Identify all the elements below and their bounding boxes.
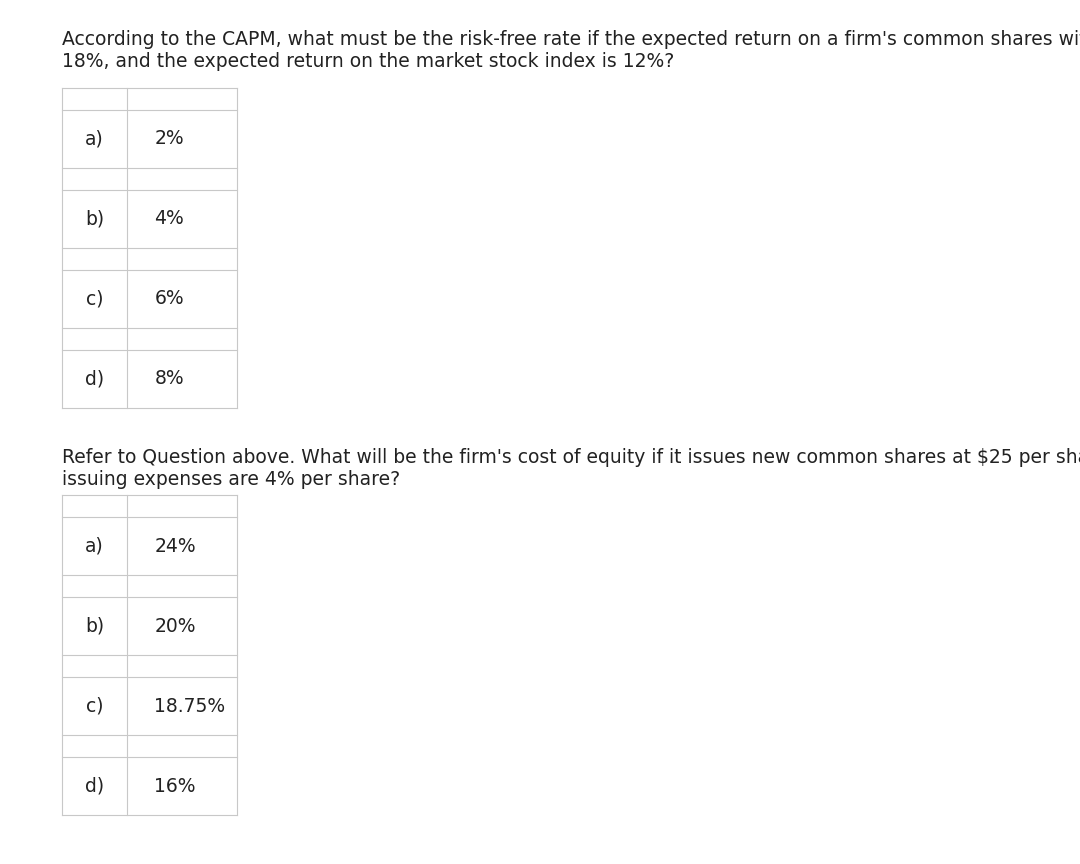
Text: 2%: 2% [154, 130, 184, 149]
Text: b): b) [85, 209, 104, 228]
Text: issuing expenses are 4% per share?: issuing expenses are 4% per share? [62, 470, 400, 489]
Text: 20%: 20% [154, 617, 195, 636]
Text: a): a) [85, 130, 104, 149]
Text: 18.75%: 18.75% [154, 696, 226, 715]
Text: c): c) [85, 289, 104, 308]
Text: According to the CAPM, what must be the risk-free rate if the expected return on: According to the CAPM, what must be the … [62, 30, 1080, 49]
Text: 18%, and the expected return on the market stock index is 12%?: 18%, and the expected return on the mark… [62, 52, 674, 71]
Text: b): b) [85, 617, 104, 636]
Text: d): d) [85, 370, 104, 389]
Text: 8%: 8% [154, 370, 184, 389]
Text: c): c) [85, 696, 104, 715]
Text: d): d) [85, 777, 104, 796]
Text: 6%: 6% [154, 289, 184, 308]
Text: a): a) [85, 537, 104, 556]
Text: 4%: 4% [154, 209, 185, 228]
Text: 16%: 16% [154, 777, 195, 796]
Text: Refer to Question above. What will be the firm's cost of equity if it issues new: Refer to Question above. What will be th… [62, 448, 1080, 467]
Text: 24%: 24% [154, 537, 197, 556]
